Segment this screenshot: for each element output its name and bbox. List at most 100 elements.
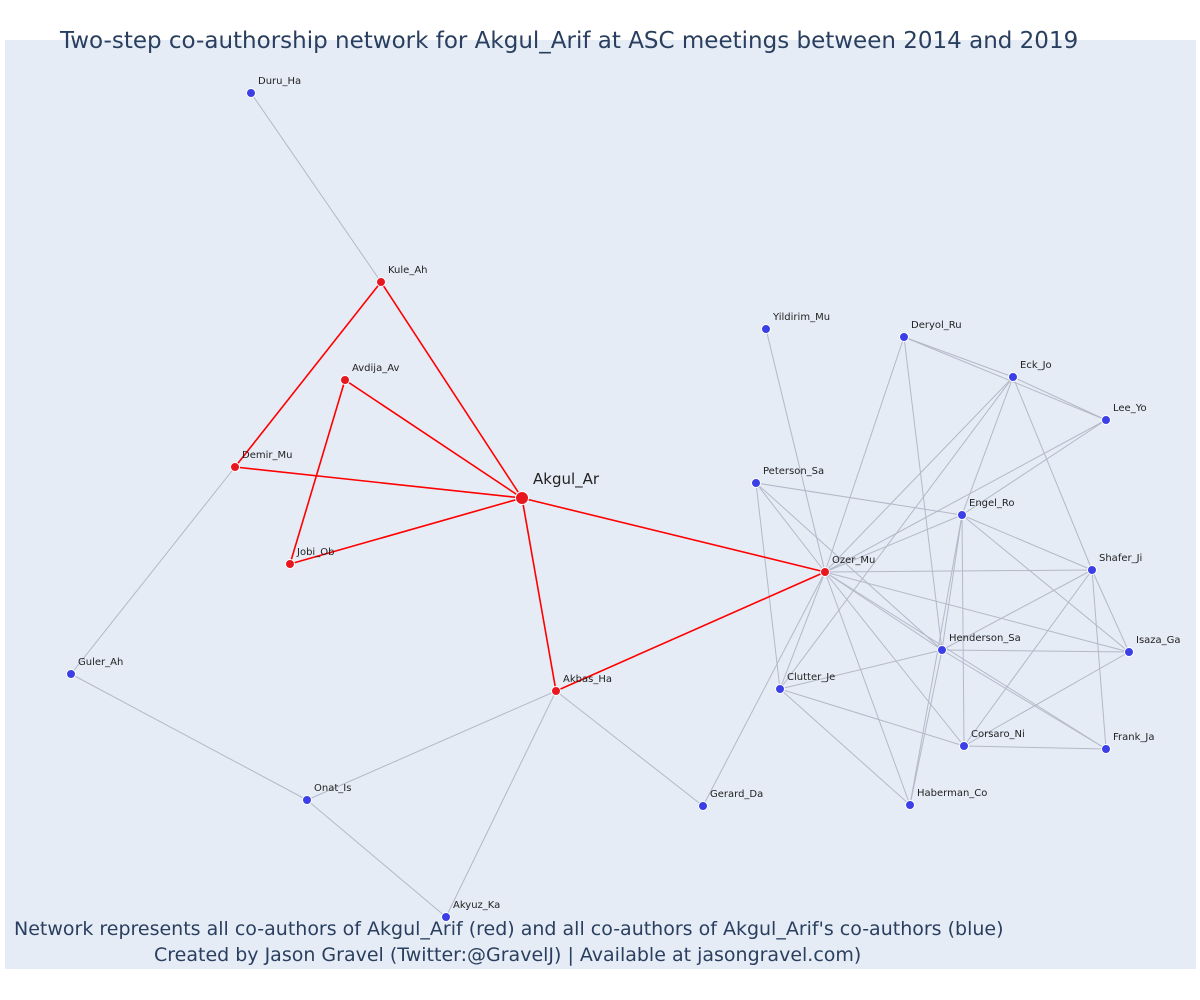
edge-Akgul_Ar-Akbas_Ha <box>521 497 557 692</box>
node-Corsaro_Ni[interactable] <box>959 741 969 751</box>
node-label-Ozer_Mu: Ozer_Mu <box>832 555 875 566</box>
node-Frank_Ja[interactable] <box>1101 744 1111 754</box>
node-Duru_Ha[interactable] <box>246 88 256 98</box>
edge-Demir_Mu-Guler_Ah <box>70 466 236 675</box>
edge-Ozer_Mu-Eck_Jo <box>824 376 1014 573</box>
edge-Eck_Jo-Engel_Ro <box>961 376 1014 516</box>
edge-Henderson_Sa-Clutter_Je <box>779 649 943 690</box>
edge-Avdija_Av-Jobi_Ob <box>289 379 346 565</box>
node-Yildirim_Mu[interactable] <box>761 324 771 334</box>
edge-Eck_Jo-Lee_Yo <box>1012 376 1107 421</box>
node-label-Shafer_Ji: Shafer_Ji <box>1099 553 1142 564</box>
caption-line-1: Network represents all co-authors of Akg… <box>14 918 1004 940</box>
edge-Deryol_Ru-Lee_Yo <box>903 336 1107 421</box>
node-Ozer_Mu[interactable] <box>820 567 830 577</box>
node-label-Corsaro_Ni: Corsaro_Ni <box>971 729 1025 740</box>
node-label-Deryol_Ru: Deryol_Ru <box>911 320 962 331</box>
node-Isaza_Ga[interactable] <box>1124 647 1134 657</box>
edge-Shafer_Ji-Frank_Ja <box>1091 569 1107 750</box>
node-label-Engel_Ro: Engel_Ro <box>969 498 1015 509</box>
node-label-Clutter_Je: Clutter_Je <box>787 672 835 683</box>
edge-Engel_Ro-Henderson_Sa <box>941 514 963 651</box>
node-Akgul_Ar[interactable] <box>515 491 529 505</box>
node-label-Akyuz_Ka: Akyuz_Ka <box>453 900 500 911</box>
edge-Peterson_Sa-Engel_Ro <box>755 482 963 516</box>
edge-Ozer_Mu-Deryol_Ru <box>824 336 905 573</box>
edge-Akgul_Ar-Avdija_Av <box>344 379 523 499</box>
node-label-Haberman_Co: Haberman_Co <box>917 788 987 799</box>
node-Shafer_Ji[interactable] <box>1087 565 1097 575</box>
node-label-Gerard_Da: Gerard_Da <box>710 789 763 800</box>
edge-Akgul_Ar-Kule_Ah <box>380 281 523 499</box>
edge-Kule_Ah-Demir_Mu <box>234 281 382 468</box>
edge-Henderson_Sa-Frank_Ja <box>941 649 1107 750</box>
node-label-Eck_Jo: Eck_Jo <box>1020 360 1052 371</box>
edge-Akgul_Ar-Jobi_Ob <box>289 497 523 565</box>
node-Akyuz_Ka[interactable] <box>441 912 451 922</box>
edge-Shafer_Ji-Corsaro_Ni <box>963 569 1093 747</box>
edge-Ozer_Mu-Haberman_Co <box>824 571 911 806</box>
node-Jobi_Ob[interactable] <box>285 559 295 569</box>
node-Engel_Ro[interactable] <box>957 510 967 520</box>
edge-Clutter_Je-Haberman_Co <box>779 688 911 806</box>
edge-Ozer_Mu-Corsaro_Ni <box>824 571 965 747</box>
edge-Engel_Ro-Corsaro_Ni <box>961 514 965 747</box>
node-Avdija_Av[interactable] <box>340 375 350 385</box>
node-Henderson_Sa[interactable] <box>937 645 947 655</box>
node-Deryol_Ru[interactable] <box>899 332 909 342</box>
node-Lee_Yo[interactable] <box>1101 415 1111 425</box>
node-label-Guler_Ah: Guler_Ah <box>78 657 123 668</box>
edge-Ozer_Mu-Yildirim_Mu <box>765 328 826 573</box>
edge-Ozer_Mu-Gerard_Da <box>702 571 826 807</box>
edge-Ozer_Mu-Lee_Yo <box>824 419 1107 573</box>
edge-Akbas_Ha-Ozer_Mu <box>555 571 826 692</box>
edge-Lee_Yo-Engel_Ro <box>961 419 1107 516</box>
edge-Ozer_Mu-Clutter_Je <box>779 571 826 690</box>
node-Demir_Mu[interactable] <box>230 462 240 472</box>
node-label-Demir_Mu: Demir_Mu <box>242 450 292 461</box>
edge-Guler_Ah-Onat_Is <box>70 673 308 801</box>
node-label-Duru_Ha: Duru_Ha <box>258 76 301 87</box>
edge-Isaza_Ga-Corsaro_Ni <box>963 651 1130 747</box>
edge-Engel_Ro-Isaza_Ga <box>961 514 1130 653</box>
edge-Henderson_Sa-Haberman_Co <box>909 649 943 806</box>
edge-Akbas_Ha-Gerard_Da <box>555 690 704 807</box>
node-Haberman_Co[interactable] <box>905 800 915 810</box>
edge-Eck_Jo-Shafer_Ji <box>1012 376 1093 571</box>
node-label-Kule_Ah: Kule_Ah <box>388 265 428 276</box>
edge-Akgul_Ar-Ozer_Mu <box>521 497 826 573</box>
node-Onat_Is[interactable] <box>302 795 312 805</box>
edge-Eck_Jo-Clutter_Je <box>779 376 1014 690</box>
node-Gerard_Da[interactable] <box>698 801 708 811</box>
chart-title: Two-step co-authorship network for Akgul… <box>60 28 1079 54</box>
edge-Ozer_Mu-Isaza_Ga <box>824 571 1130 653</box>
node-label-Avdija_Av: Avdija_Av <box>352 363 399 374</box>
plot-background <box>5 40 1196 969</box>
node-label-Onat_Is: Onat_Is <box>314 783 351 794</box>
edge-Shafer_Ji-Isaza_Ga <box>1091 569 1130 653</box>
edge-Clutter_Je-Corsaro_Ni <box>779 688 965 747</box>
node-Clutter_Je[interactable] <box>775 684 785 694</box>
node-Akbas_Ha[interactable] <box>551 686 561 696</box>
edge-Engel_Ro-Shafer_Ji <box>961 514 1093 571</box>
node-label-Jobi_Ob: Jobi_Ob <box>296 547 334 558</box>
edge-Ozer_Mu-Peterson_Sa <box>755 482 826 573</box>
node-label-Akbas_Ha: Akbas_Ha <box>563 674 612 685</box>
node-Peterson_Sa[interactable] <box>751 478 761 488</box>
edge-Peterson_Sa-Clutter_Je <box>755 482 781 690</box>
node-Kule_Ah[interactable] <box>376 277 386 287</box>
node-label-Frank_Ja: Frank_Ja <box>1113 732 1154 743</box>
edge-Akbas_Ha-Akyuz_Ka <box>445 690 557 918</box>
edge-Corsaro_Ni-Frank_Ja <box>963 745 1107 750</box>
node-label-Yildirim_Mu: Yildirim_Mu <box>772 312 830 323</box>
edge-Shafer_Ji-Henderson_Sa <box>941 569 1093 651</box>
node-label-Lee_Yo: Lee_Yo <box>1113 403 1147 414</box>
edge-Peterson_Sa-Henderson_Sa <box>755 482 943 651</box>
node-label-Peterson_Sa: Peterson_Sa <box>763 466 824 477</box>
edge-Duru_Ha-Kule_Ah <box>250 92 382 283</box>
edge-Deryol_Ru-Henderson_Sa <box>903 336 943 651</box>
node-Guler_Ah[interactable] <box>66 669 76 679</box>
node-Eck_Jo[interactable] <box>1008 372 1018 382</box>
edge-Ozer_Mu-Shafer_Ji <box>824 569 1093 573</box>
